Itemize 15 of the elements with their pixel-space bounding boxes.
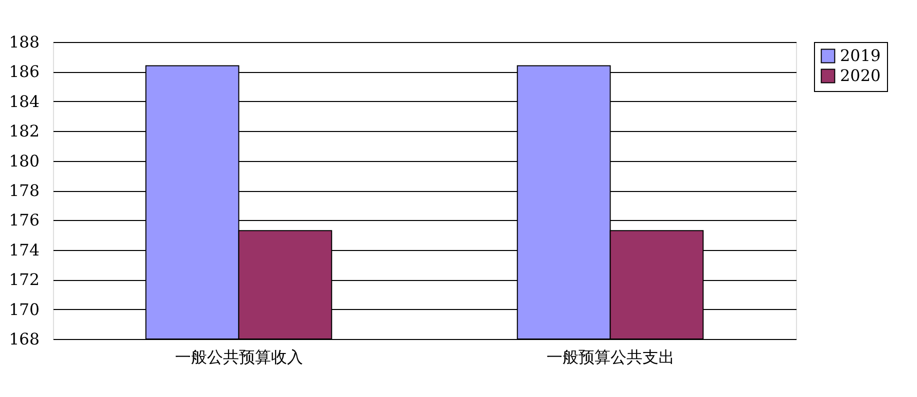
y-tick-label: 180 — [8, 151, 40, 170]
y-tick-label: 182 — [8, 122, 40, 141]
y-tick-label: 168 — [8, 330, 40, 348]
y-tick-label: 188 — [8, 32, 40, 52]
y-tick-label: 172 — [8, 270, 40, 290]
legend-label: 2019 — [840, 46, 881, 65]
y-tick-label: 170 — [8, 300, 40, 319]
y-tick-label: 184 — [8, 92, 40, 111]
y-tick-label: 176 — [8, 210, 40, 230]
y-tick-label: 174 — [8, 240, 40, 260]
legend-label: 2020 — [840, 66, 881, 85]
x-tick-label: 一般公共预算收入 — [174, 348, 303, 366]
y-tick-label: 178 — [8, 181, 40, 200]
x-tick-label: 一般预算公共支出 — [546, 348, 674, 366]
y-tick-label: 186 — [8, 62, 40, 82]
